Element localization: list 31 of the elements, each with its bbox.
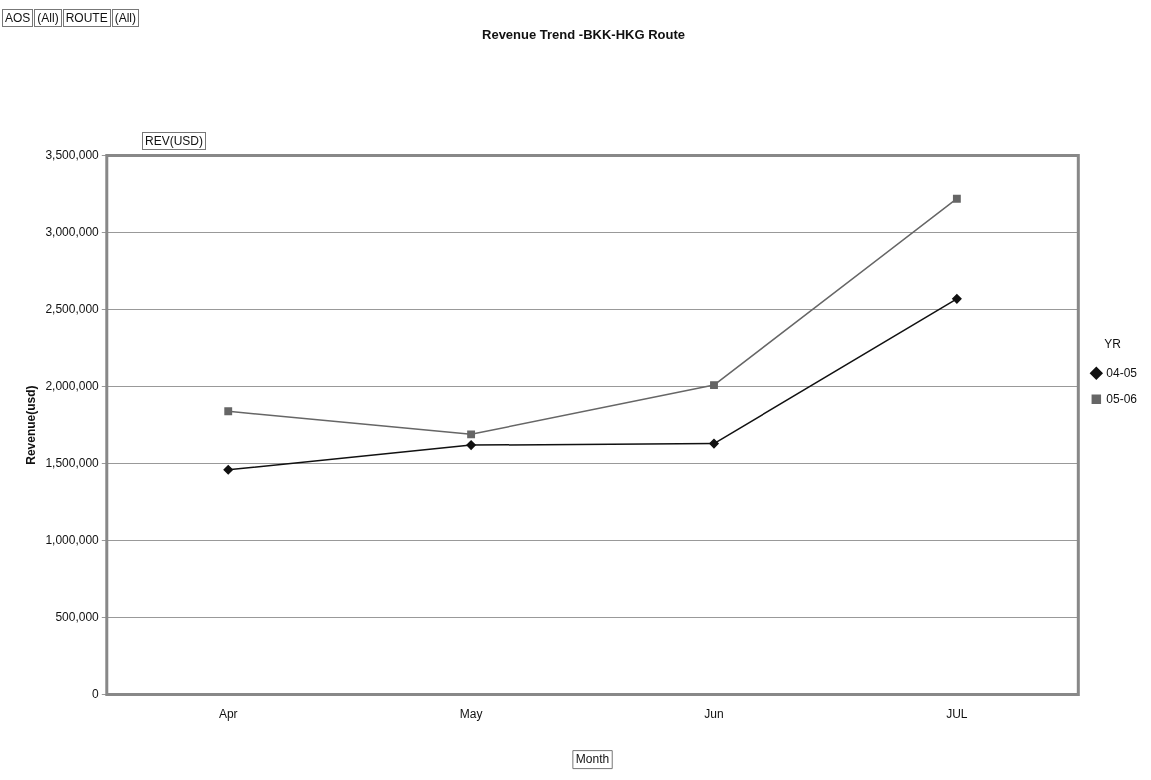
x-tick-label: Jun: [704, 707, 724, 722]
chart-title: Revenue Trend -BKK-HKG Route: [482, 27, 685, 43]
y-tick-label: 0: [92, 686, 100, 701]
y-tick-label: 1,500,000: [45, 455, 100, 470]
point: [952, 194, 961, 203]
point: [466, 440, 476, 450]
x-tick-label: Apr: [218, 707, 238, 722]
y-tick-label: 500,000: [55, 609, 100, 624]
text: AOS: [2, 9, 34, 27]
y-tick-label: 1,000,000: [45, 532, 100, 547]
y-tick-label: 2,000,000: [45, 378, 100, 393]
point: [952, 294, 962, 304]
text: (All): [111, 9, 139, 27]
x-axis-title: Month: [575, 751, 610, 766]
point: [467, 430, 476, 439]
text: REV(USD): [142, 132, 207, 150]
y-tick-label: 3,500,000: [45, 147, 100, 162]
y-axis-title: Revenue(usd): [23, 385, 38, 465]
point: [710, 381, 718, 389]
y-tick-label: 3,000,000: [45, 224, 100, 239]
x-tick-label: May: [459, 707, 483, 722]
legend-label: 05-06: [1106, 391, 1138, 406]
text: (All): [34, 9, 62, 27]
x-tick-label: JUL: [946, 707, 968, 722]
y-tick-label: 2,500,000: [45, 301, 100, 316]
point: [224, 407, 233, 416]
text: ROUTE: [62, 9, 111, 27]
legend-title: YR: [1104, 337, 1122, 352]
legend-label: 04-05: [1106, 365, 1138, 380]
point: [223, 465, 233, 475]
point: [709, 438, 719, 449]
